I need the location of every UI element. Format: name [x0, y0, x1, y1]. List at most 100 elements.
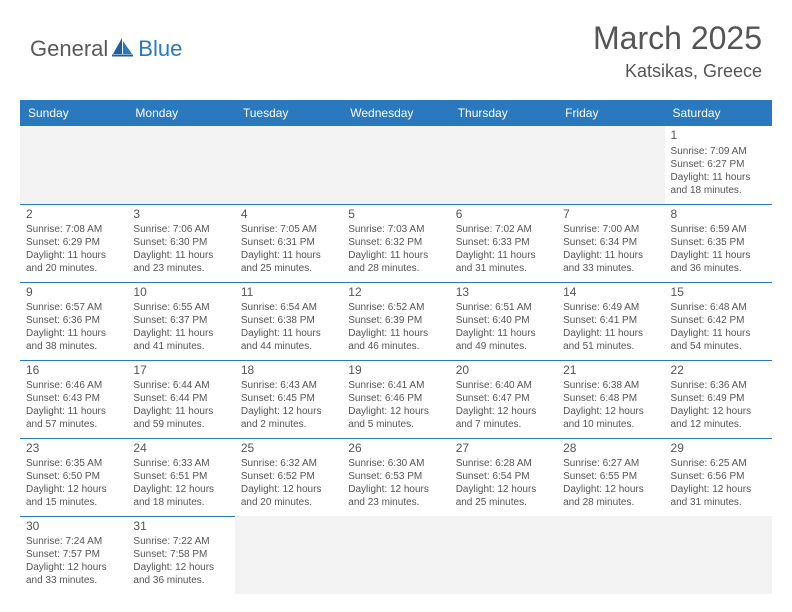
sunset-line: Sunset: 6:31 PM: [241, 236, 336, 249]
sunrise-line: Sunrise: 6:27 AM: [563, 457, 658, 470]
calendar-table: Sunday Monday Tuesday Wednesday Thursday…: [20, 100, 772, 594]
calendar-cell: [235, 516, 342, 594]
sunset-line: Sunset: 6:38 PM: [241, 314, 336, 327]
sunrise-line: Sunrise: 6:59 AM: [671, 223, 766, 236]
calendar-cell: 30Sunrise: 7:24 AMSunset: 7:57 PMDayligh…: [20, 516, 127, 594]
daylight-line: Daylight: 11 hours and 25 minutes.: [241, 249, 336, 275]
day-number: 22: [671, 363, 766, 379]
sunset-line: Sunset: 6:46 PM: [348, 392, 443, 405]
calendar-cell: 31Sunrise: 7:22 AMSunset: 7:58 PMDayligh…: [127, 516, 234, 594]
sunrise-line: Sunrise: 6:41 AM: [348, 379, 443, 392]
sunset-line: Sunset: 6:36 PM: [26, 314, 121, 327]
brand-text-2: Blue: [138, 36, 182, 62]
calendar-cell: 22Sunrise: 6:36 AMSunset: 6:49 PMDayligh…: [665, 360, 772, 438]
day-number: 28: [563, 441, 658, 457]
sunset-line: Sunset: 6:54 PM: [456, 470, 551, 483]
day-header: Tuesday: [235, 100, 342, 126]
day-number: 14: [563, 285, 658, 301]
calendar-cell: 23Sunrise: 6:35 AMSunset: 6:50 PMDayligh…: [20, 438, 127, 516]
day-number: 27: [456, 441, 551, 457]
day-number: 9: [26, 285, 121, 301]
calendar-cell: 19Sunrise: 6:41 AMSunset: 6:46 PMDayligh…: [342, 360, 449, 438]
daylight-line: Daylight: 11 hours and 18 minutes.: [671, 171, 766, 197]
sail-icon: [112, 37, 134, 62]
sunset-line: Sunset: 6:27 PM: [671, 158, 766, 171]
calendar-cell: 10Sunrise: 6:55 AMSunset: 6:37 PMDayligh…: [127, 282, 234, 360]
sunrise-line: Sunrise: 6:52 AM: [348, 301, 443, 314]
daylight-line: Daylight: 11 hours and 38 minutes.: [26, 327, 121, 353]
sunrise-line: Sunrise: 6:28 AM: [456, 457, 551, 470]
day-number: 29: [671, 441, 766, 457]
calendar-row: 30Sunrise: 7:24 AMSunset: 7:57 PMDayligh…: [20, 516, 772, 594]
daylight-line: Daylight: 11 hours and 44 minutes.: [241, 327, 336, 353]
sunrise-line: Sunrise: 7:05 AM: [241, 223, 336, 236]
day-number: 24: [133, 441, 228, 457]
day-number: 25: [241, 441, 336, 457]
calendar-cell: 13Sunrise: 6:51 AMSunset: 6:40 PMDayligh…: [450, 282, 557, 360]
daylight-line: Daylight: 12 hours and 31 minutes.: [671, 483, 766, 509]
sunrise-line: Sunrise: 6:43 AM: [241, 379, 336, 392]
daylight-line: Daylight: 11 hours and 49 minutes.: [456, 327, 551, 353]
daylight-line: Daylight: 11 hours and 51 minutes.: [563, 327, 658, 353]
sunrise-line: Sunrise: 6:30 AM: [348, 457, 443, 470]
day-number: 13: [456, 285, 551, 301]
calendar-cell: 21Sunrise: 6:38 AMSunset: 6:48 PMDayligh…: [557, 360, 664, 438]
calendar-cell: 7Sunrise: 7:00 AMSunset: 6:34 PMDaylight…: [557, 204, 664, 282]
sunrise-line: Sunrise: 6:46 AM: [26, 379, 121, 392]
day-number: 5: [348, 207, 443, 223]
daylight-line: Daylight: 12 hours and 2 minutes.: [241, 405, 336, 431]
day-number: 2: [26, 207, 121, 223]
day-number: 31: [133, 519, 228, 535]
sunrise-line: Sunrise: 6:54 AM: [241, 301, 336, 314]
sunrise-line: Sunrise: 6:40 AM: [456, 379, 551, 392]
calendar-cell: [342, 516, 449, 594]
calendar-cell: [557, 126, 664, 204]
daylight-line: Daylight: 11 hours and 46 minutes.: [348, 327, 443, 353]
title-block: March 2025 Katsikas, Greece: [593, 20, 762, 82]
calendar-cell: 16Sunrise: 6:46 AMSunset: 6:43 PMDayligh…: [20, 360, 127, 438]
calendar-cell: 11Sunrise: 6:54 AMSunset: 6:38 PMDayligh…: [235, 282, 342, 360]
calendar-cell: [557, 516, 664, 594]
day-header: Sunday: [20, 100, 127, 126]
calendar-cell: 25Sunrise: 6:32 AMSunset: 6:52 PMDayligh…: [235, 438, 342, 516]
calendar-row: 2Sunrise: 7:08 AMSunset: 6:29 PMDaylight…: [20, 204, 772, 282]
sunrise-line: Sunrise: 7:02 AM: [456, 223, 551, 236]
sunset-line: Sunset: 6:33 PM: [456, 236, 551, 249]
day-number: 3: [133, 207, 228, 223]
sunrise-line: Sunrise: 6:51 AM: [456, 301, 551, 314]
sunset-line: Sunset: 6:42 PM: [671, 314, 766, 327]
calendar-cell: 5Sunrise: 7:03 AMSunset: 6:32 PMDaylight…: [342, 204, 449, 282]
sunset-line: Sunset: 6:47 PM: [456, 392, 551, 405]
day-number: 4: [241, 207, 336, 223]
day-number: 23: [26, 441, 121, 457]
sunrise-line: Sunrise: 6:55 AM: [133, 301, 228, 314]
daylight-line: Daylight: 11 hours and 41 minutes.: [133, 327, 228, 353]
sunrise-line: Sunrise: 6:32 AM: [241, 457, 336, 470]
calendar-cell: [127, 126, 234, 204]
daylight-line: Daylight: 12 hours and 33 minutes.: [26, 561, 121, 587]
sunrise-line: Sunrise: 6:35 AM: [26, 457, 121, 470]
calendar-cell: 26Sunrise: 6:30 AMSunset: 6:53 PMDayligh…: [342, 438, 449, 516]
sunrise-line: Sunrise: 7:24 AM: [26, 535, 121, 548]
calendar-cell: 2Sunrise: 7:08 AMSunset: 6:29 PMDaylight…: [20, 204, 127, 282]
sunset-line: Sunset: 6:30 PM: [133, 236, 228, 249]
calendar-cell: 15Sunrise: 6:48 AMSunset: 6:42 PMDayligh…: [665, 282, 772, 360]
month-year: March 2025: [593, 20, 762, 57]
calendar-cell: 18Sunrise: 6:43 AMSunset: 6:45 PMDayligh…: [235, 360, 342, 438]
calendar-cell: 27Sunrise: 6:28 AMSunset: 6:54 PMDayligh…: [450, 438, 557, 516]
sunset-line: Sunset: 6:41 PM: [563, 314, 658, 327]
day-number: 26: [348, 441, 443, 457]
sunrise-line: Sunrise: 6:25 AM: [671, 457, 766, 470]
calendar-cell: [450, 126, 557, 204]
calendar-cell: 24Sunrise: 6:33 AMSunset: 6:51 PMDayligh…: [127, 438, 234, 516]
day-number: 19: [348, 363, 443, 379]
sunset-line: Sunset: 7:57 PM: [26, 548, 121, 561]
day-number: 16: [26, 363, 121, 379]
daylight-line: Daylight: 12 hours and 20 minutes.: [241, 483, 336, 509]
daylight-line: Daylight: 11 hours and 54 minutes.: [671, 327, 766, 353]
sunset-line: Sunset: 6:49 PM: [671, 392, 766, 405]
day-number: 7: [563, 207, 658, 223]
day-number: 8: [671, 207, 766, 223]
sunset-line: Sunset: 6:44 PM: [133, 392, 228, 405]
sunset-line: Sunset: 6:55 PM: [563, 470, 658, 483]
